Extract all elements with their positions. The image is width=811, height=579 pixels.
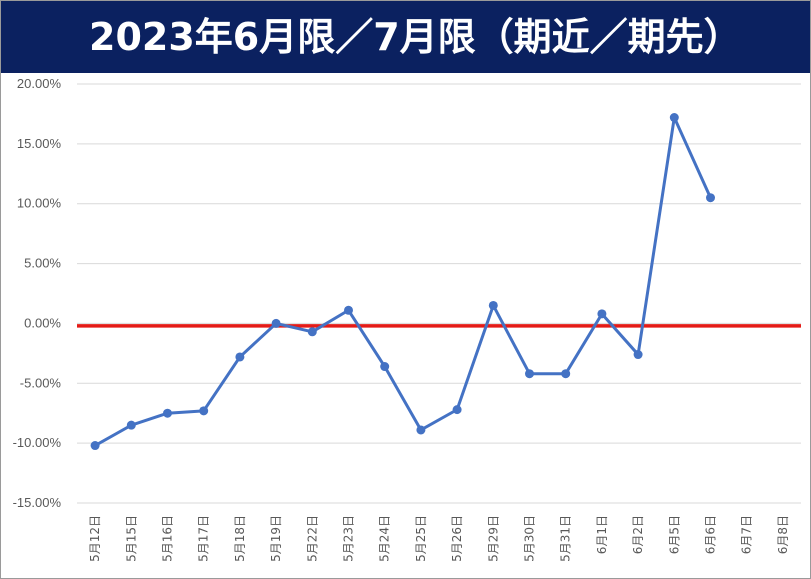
data-point xyxy=(525,369,534,379)
x-tick-label: 6月5日 xyxy=(667,515,681,554)
data-point xyxy=(271,318,281,328)
y-tick-label: -15.00% xyxy=(13,495,62,510)
x-tick-label: 5月31日 xyxy=(559,515,573,562)
x-tick-label: 5月23日 xyxy=(342,515,356,562)
data-point xyxy=(90,441,100,451)
x-tick-label: 5月16日 xyxy=(161,515,175,562)
x-tick-label: 5月17日 xyxy=(197,515,211,562)
data-point xyxy=(561,369,571,379)
data-point xyxy=(163,408,172,418)
data-point xyxy=(199,406,209,416)
x-tick-label: 5月18日 xyxy=(233,515,247,562)
data-point xyxy=(452,405,462,415)
x-tick-label: 5月19日 xyxy=(269,515,283,562)
data-point xyxy=(597,309,607,319)
data-point xyxy=(669,113,679,123)
x-tick-label: 6月1日 xyxy=(595,515,609,554)
y-tick-label: 5.00% xyxy=(24,256,61,271)
x-tick-label: 5月29日 xyxy=(486,515,500,562)
x-tick-label: 5月22日 xyxy=(305,515,319,562)
data-point xyxy=(126,420,136,430)
x-tick-label: 6月8日 xyxy=(776,515,790,554)
data-point xyxy=(235,352,245,362)
y-tick-label: 0.00% xyxy=(24,315,61,330)
x-tick-label: 6月2日 xyxy=(631,515,645,554)
data-point xyxy=(633,350,643,360)
title-banner: 2023年6月限／7月限（期近／期先） xyxy=(1,1,810,73)
chart-title: 2023年6月限／7月限（期近／期先） xyxy=(89,15,742,59)
data-point xyxy=(416,425,426,435)
x-tick-label: 5月25日 xyxy=(414,515,428,562)
x-tick-label: 5月24日 xyxy=(378,515,392,562)
x-tick-label: 6月6日 xyxy=(704,515,718,554)
data-point xyxy=(344,305,353,315)
x-tick-label: 5月12日 xyxy=(88,515,102,562)
y-tick-label: -10.00% xyxy=(13,435,62,450)
x-tick-label: 5月15日 xyxy=(124,515,138,562)
y-tick-label: 15.00% xyxy=(17,136,62,151)
data-point xyxy=(307,327,317,337)
data-point xyxy=(706,193,715,203)
x-tick-label: 5月30日 xyxy=(523,515,537,562)
y-tick-label: 20.00% xyxy=(17,76,62,91)
data-point xyxy=(488,300,498,310)
x-tick-label: 5月26日 xyxy=(450,515,464,562)
series-line xyxy=(94,116,712,447)
y-tick-label: -5.00% xyxy=(20,375,62,390)
data-point xyxy=(380,362,390,372)
y-tick-label: 10.00% xyxy=(17,196,62,211)
x-tick-label: 6月7日 xyxy=(740,515,754,554)
